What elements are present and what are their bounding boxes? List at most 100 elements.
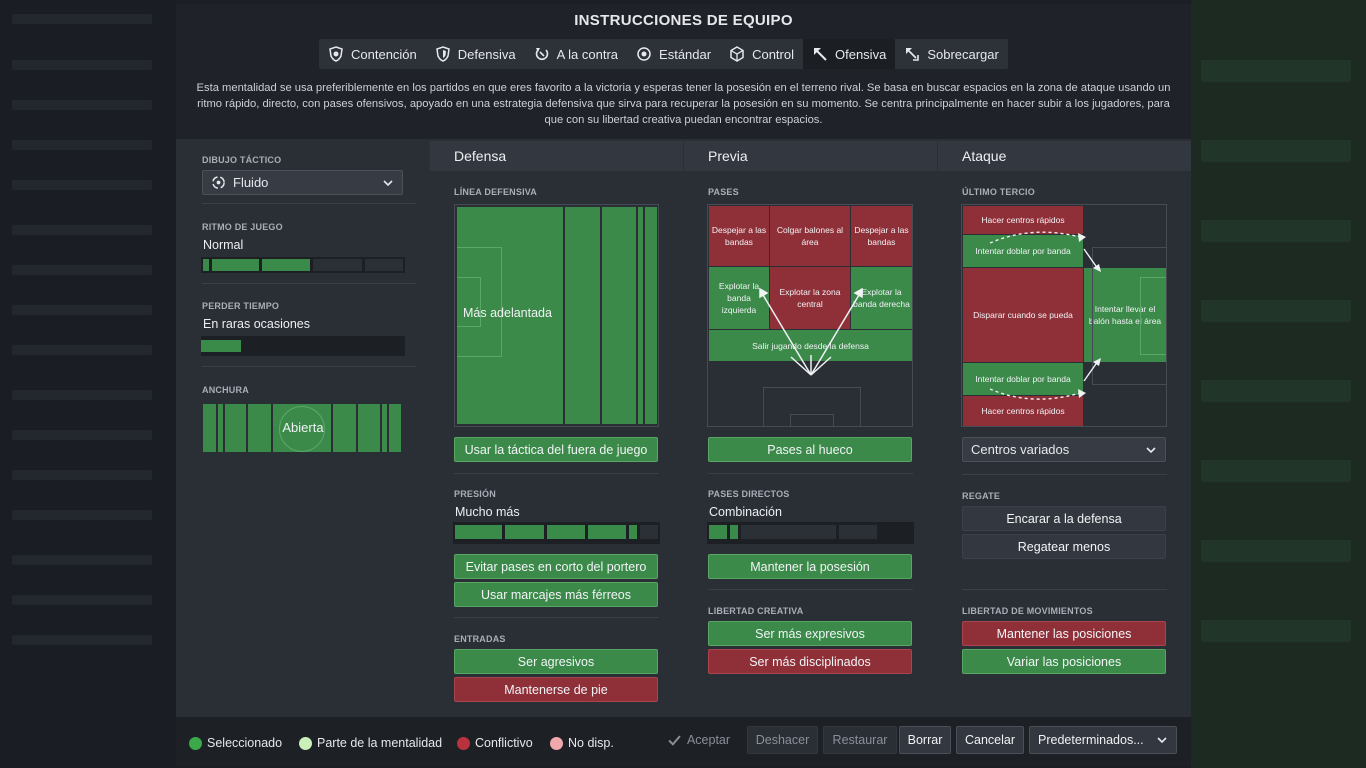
through-balls-button[interactable]: Pases al hueco bbox=[708, 437, 912, 462]
time-wasting-slider[interactable] bbox=[201, 336, 405, 356]
restore-button[interactable]: Restaurar bbox=[823, 726, 897, 754]
stay-on-feet-button[interactable]: Mantenerse de pie bbox=[454, 677, 658, 702]
legend-label: No disp. bbox=[568, 736, 614, 750]
play-out-zone[interactable]: Salir jugando desde la defensa bbox=[709, 330, 912, 361]
tab-estandar[interactable]: Estándar bbox=[627, 39, 720, 69]
more-expressive-button[interactable]: Ser más expresivos bbox=[708, 621, 912, 646]
pressing-value: Mucho más bbox=[455, 505, 520, 519]
pressing-slider[interactable] bbox=[453, 522, 660, 544]
buildup-heading: Previa bbox=[684, 141, 937, 171]
clear-left-zone[interactable]: Despejar a las bandas bbox=[709, 206, 769, 266]
crossing-value: Centros variados bbox=[971, 442, 1070, 457]
chevron-down-icon bbox=[383, 179, 393, 186]
tab-a-la-contra[interactable]: A la contra bbox=[525, 39, 627, 69]
tab-sobrecargar[interactable]: Sobrecargar bbox=[895, 39, 1008, 69]
cancel-button[interactable]: Cancelar bbox=[956, 726, 1024, 754]
time-wasting-value: En raras ocasiones bbox=[203, 317, 311, 331]
tab-label: Sobrecargar bbox=[927, 46, 999, 62]
hold-positions-button[interactable]: Mantener las posiciones bbox=[962, 621, 1166, 646]
dribble-less-button[interactable]: Regatear menos bbox=[962, 534, 1166, 559]
run-at-defence-button[interactable]: Encarar a la defensa bbox=[962, 506, 1166, 531]
attack-panel: Ataque ÚLTIMO TERCIO Hacer centros rápid… bbox=[938, 141, 1191, 715]
distribute-short-button[interactable]: Evitar pases en corto del portero bbox=[454, 554, 658, 579]
pass-direction-arrows bbox=[759, 287, 863, 376]
directness-label: PASES DIRECTOS bbox=[708, 489, 790, 499]
accept-label: Aceptar bbox=[686, 733, 731, 747]
shield-heart-icon bbox=[329, 46, 343, 62]
retain-possession-button[interactable]: Mantener la posesión bbox=[708, 554, 912, 579]
cross-early-bottom-zone[interactable]: Hacer centros rápidos bbox=[963, 396, 1083, 426]
exploit-right-zone[interactable]: Explotar la banda derecha bbox=[851, 267, 912, 329]
defensive-line-pitch[interactable]: Más adelantada bbox=[454, 204, 659, 427]
directness-value: Combinación bbox=[709, 505, 782, 519]
tempo-slider[interactable] bbox=[201, 257, 405, 273]
team-instructions-dialog: INSTRUCCIONES DE EQUIPO Contención Defen… bbox=[176, 4, 1191, 766]
dribbling-label: REGATE bbox=[962, 491, 1001, 501]
presets-dropdown[interactable]: Predeterminados... bbox=[1029, 726, 1177, 754]
attack-heading: Ataque bbox=[938, 141, 1191, 171]
tighter-marking-button[interactable]: Usar marcajes más férreos bbox=[454, 582, 658, 607]
mentality-description: Esta mentalidad se usa preferiblemente e… bbox=[196, 82, 1171, 126]
overlap-bottom-zone[interactable]: Intentar doblar por banda bbox=[963, 363, 1083, 395]
width-value: Abierta bbox=[282, 420, 324, 435]
exploit-left-zone[interactable]: Explotar la banda izquierda bbox=[709, 267, 769, 329]
legend-label: Seleccionado bbox=[207, 736, 283, 750]
conflict-dot-icon bbox=[457, 736, 470, 750]
width-pitch[interactable]: Abierta bbox=[202, 403, 402, 453]
tab-ofensiva[interactable]: Ofensiva bbox=[803, 39, 896, 69]
more-disciplined-button[interactable]: Ser más disciplinados bbox=[708, 649, 912, 674]
tab-defensiva[interactable]: Defensiva bbox=[426, 39, 525, 69]
tab-label: Control bbox=[752, 46, 794, 62]
formation-select[interactable]: Fluido bbox=[202, 170, 403, 195]
tackle-aggressive-button[interactable]: Ser agresivos bbox=[454, 649, 658, 674]
tab-label: Contención bbox=[351, 46, 417, 62]
unavailable-dot-icon bbox=[550, 736, 563, 750]
fluid-icon bbox=[212, 176, 225, 189]
accept-button[interactable]: Aceptar bbox=[664, 726, 734, 754]
offside-trap-button[interactable]: Usar la táctica del fuera de juego bbox=[454, 437, 658, 462]
defensive-line-value: Más adelantada bbox=[463, 306, 552, 320]
passing-pitch[interactable]: Despejar a las bandas Colgar balones al … bbox=[707, 204, 913, 427]
presets-label: Predeterminados... bbox=[1038, 733, 1144, 747]
shield-icon bbox=[435, 46, 450, 62]
cross-early-top-zone[interactable]: Hacer centros rápidos bbox=[963, 206, 1083, 234]
mentality-tabs: Contención Defensiva A la contra Estánda… bbox=[319, 39, 1008, 69]
final-third-pitch[interactable]: Hacer centros rápidos Intentar doblar po… bbox=[961, 204, 1167, 427]
defense-panel: Defensa LÍNEA DEFENSIVA Más adelantada U… bbox=[430, 141, 683, 715]
legend-selected: Seleccionado bbox=[189, 736, 282, 750]
background-panel bbox=[1191, 0, 1366, 768]
passing-label: PASES bbox=[708, 187, 739, 197]
tab-control[interactable]: Control bbox=[720, 39, 803, 69]
arrow-up-left-icon bbox=[814, 48, 827, 61]
creative-freedom-label: LIBERTAD CREATIVA bbox=[708, 606, 804, 616]
dialog-title: INSTRUCCIONES DE EQUIPO bbox=[574, 12, 793, 29]
defense-heading: Defensa bbox=[430, 141, 683, 171]
tab-label: Ofensiva bbox=[835, 46, 887, 62]
work-into-box-zone[interactable]: Intentar llevar el balón hasta el área bbox=[1084, 268, 1166, 362]
tempo-value: Normal bbox=[203, 238, 244, 252]
legend-conflict: Conflictivo bbox=[457, 736, 533, 750]
legend-label: Parte de la mentalidad bbox=[317, 736, 443, 750]
legend-label: Conflictivo bbox=[475, 736, 533, 750]
width-label: ANCHURA bbox=[202, 385, 249, 395]
target-icon bbox=[637, 47, 651, 61]
crossing-select[interactable]: Centros variados bbox=[962, 437, 1166, 462]
directness-slider[interactable] bbox=[707, 522, 914, 544]
part-dot-icon bbox=[299, 736, 312, 750]
lob-center-zone[interactable]: Colgar balones al área bbox=[770, 206, 850, 266]
final-third-label: ÚLTIMO TERCIO bbox=[962, 187, 1035, 197]
clear-right-zone[interactable]: Despejar a las bandas bbox=[851, 206, 912, 266]
tempo-label: RITMO DE JUEGO bbox=[202, 222, 283, 232]
overlap-top-zone[interactable]: Intentar doblar por banda bbox=[963, 235, 1083, 267]
chevron-down-icon bbox=[1146, 446, 1156, 453]
exploit-center-zone[interactable]: Explotar la zona central bbox=[770, 267, 850, 329]
movement-freedom-label: LIBERTAD DE MOVIMIENTOS bbox=[962, 606, 1093, 616]
tab-label: A la contra bbox=[556, 46, 619, 62]
overlap-arrows bbox=[989, 231, 1101, 400]
clear-button[interactable]: Borrar bbox=[899, 726, 951, 754]
legend-part: Parte de la mentalidad bbox=[299, 736, 442, 750]
undo-button[interactable]: Deshacer bbox=[747, 726, 818, 754]
shoot-on-sight-zone[interactable]: Disparar cuando se pueda bbox=[963, 268, 1083, 362]
vary-positions-button[interactable]: Variar las posiciones bbox=[962, 649, 1166, 674]
tab-contencion[interactable]: Contención bbox=[319, 39, 426, 69]
